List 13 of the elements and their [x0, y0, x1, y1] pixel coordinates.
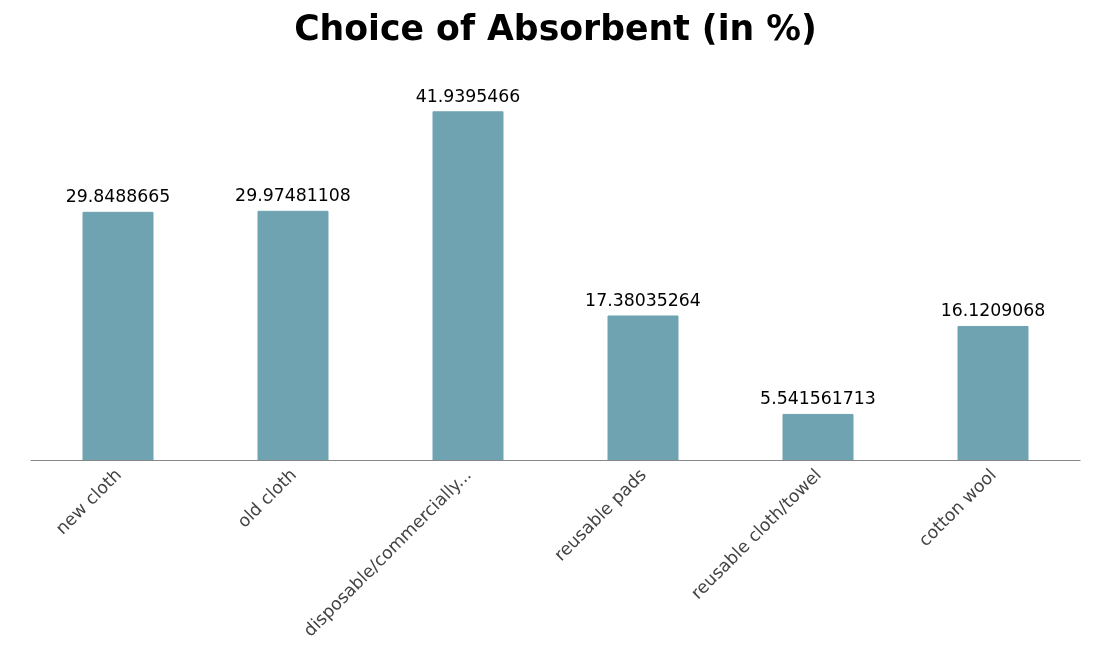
bar	[257, 210, 329, 461]
data-label: 17.38035264	[585, 289, 701, 310]
data-label: 29.8488665	[65, 186, 171, 207]
data-label: 16.1209068	[940, 300, 1046, 321]
bar	[82, 211, 154, 461]
chart-title: Choice of Absorbent (in %)	[294, 7, 817, 48]
data-label: 29.97481108	[235, 185, 351, 206]
bar	[782, 413, 854, 461]
data-label: 5.541561713	[760, 388, 876, 409]
bar	[432, 111, 504, 461]
data-label: 41.9395466	[415, 85, 521, 106]
bar	[957, 325, 1029, 461]
bar	[607, 315, 679, 461]
